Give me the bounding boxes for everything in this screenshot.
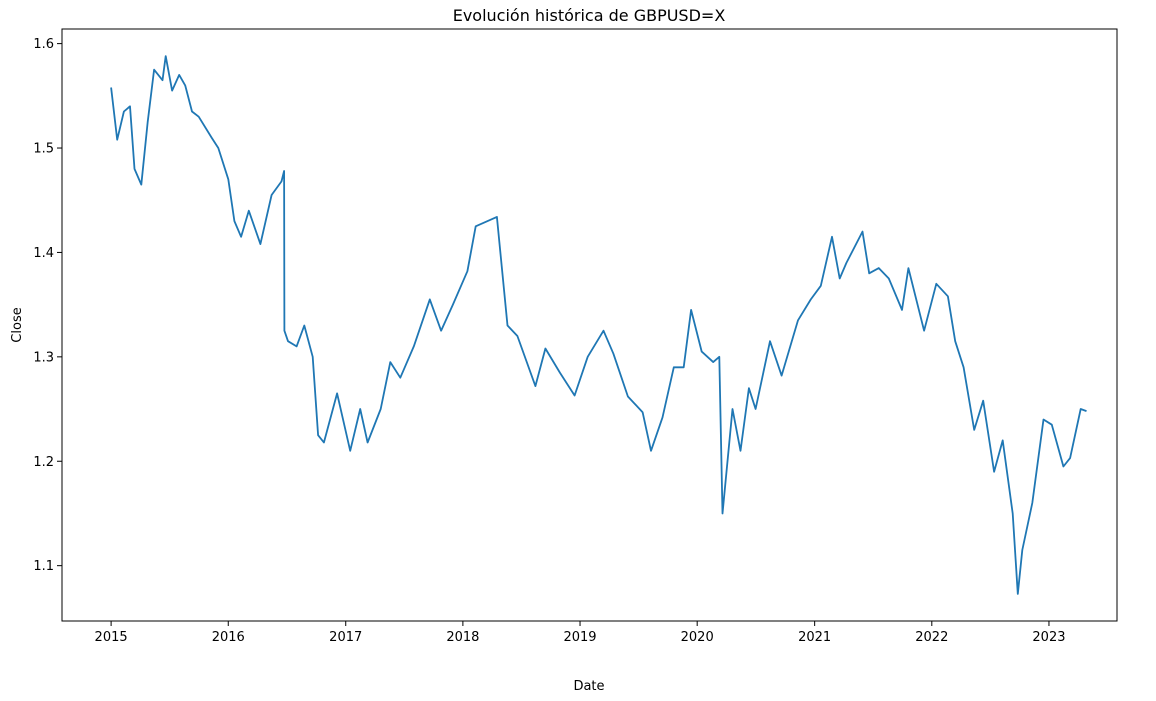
x-axis-label: Date: [573, 679, 604, 694]
plot-area-group: [110, 55, 1087, 595]
y-tick-label: 1.1: [33, 559, 54, 574]
chart-title: Evolución histórica de GBPUSD=X: [453, 6, 726, 25]
x-tick-label: 2022: [915, 630, 948, 645]
y-axis: 1.1 1.2 1.3 1.4 1.5 1.6: [33, 37, 62, 574]
y-axis-label: Close: [10, 307, 25, 342]
x-axis: 2015 2016 2017 2018 2019 2020 2021 2022 2023: [95, 621, 1066, 645]
y-tick-label: 1.4: [33, 246, 54, 261]
x-tick-label: 2016: [212, 630, 245, 645]
y-tick-label: 1.2: [33, 455, 54, 470]
x-tick-label: 2017: [329, 630, 362, 645]
y-tick-label: 1.6: [33, 37, 54, 52]
x-tick-label: 2021: [798, 630, 831, 645]
series-line: [110, 55, 1087, 595]
plot-frame: [61, 28, 1118, 622]
x-tick-label: 2019: [563, 630, 596, 645]
x-tick-label: 2015: [95, 630, 128, 645]
y-tick-label: 1.3: [33, 350, 54, 365]
x-tick-label: 2023: [1032, 630, 1065, 645]
x-tick-label: 2020: [681, 630, 714, 645]
x-tick-label: 2018: [446, 630, 479, 645]
y-tick-label: 1.5: [33, 142, 54, 157]
